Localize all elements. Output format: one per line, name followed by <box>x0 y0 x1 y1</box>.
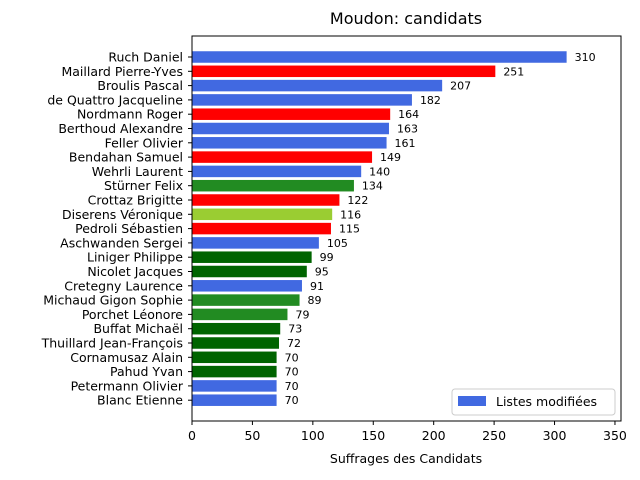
category-label: Crottaz Brigitte <box>88 193 184 208</box>
x-tick-label: 0 <box>188 428 196 443</box>
bar <box>192 394 277 406</box>
bar <box>192 151 373 163</box>
legend-swatch <box>458 396 486 406</box>
category-label: Liniger Philippe <box>87 250 183 265</box>
bar <box>192 237 319 249</box>
x-tick-label: 50 <box>244 428 260 443</box>
x-axis-ticks: 0 50 100 150 200 250 300 350 <box>188 421 627 443</box>
category-label: Thuillard Jean-François <box>41 336 183 351</box>
bar <box>192 208 333 221</box>
x-tick-label: 350 <box>603 428 627 443</box>
value-label: 105 <box>327 237 348 250</box>
legend-box <box>451 388 616 416</box>
legend: Listes modifiées <box>451 388 616 416</box>
value-label: 79 <box>295 308 309 321</box>
category-label: Aschwanden Sergei <box>60 235 183 250</box>
value-label: 89 <box>308 294 322 307</box>
value-label: 95 <box>315 266 329 279</box>
x-axis-label: Suffrages des Candidats <box>330 451 482 466</box>
bar <box>192 179 354 192</box>
category-label: Berthoud Alexandre <box>58 121 183 136</box>
bar <box>192 137 387 149</box>
x-tick-label: 300 <box>543 428 567 443</box>
chart-title: Moudon: candidats <box>330 9 482 28</box>
category-label: Maillard Pierre-Yves <box>61 64 183 79</box>
category-label: Cornamusaz Alain <box>70 350 183 365</box>
value-label: 73 <box>288 323 302 336</box>
value-label: 251 <box>503 65 524 78</box>
bar <box>192 280 302 292</box>
bar <box>192 351 277 364</box>
bar <box>192 251 312 263</box>
value-label: 134 <box>362 180 383 193</box>
category-label: Bendahan Samuel <box>69 150 183 165</box>
category-label: Cretegny Laurence <box>64 278 183 293</box>
bar <box>192 337 280 349</box>
value-label: 70 <box>285 394 299 407</box>
value-label: 116 <box>340 208 361 221</box>
category-label: Nicolet Jacques <box>87 264 183 279</box>
bar <box>192 94 412 106</box>
x-tick-label: 100 <box>301 428 325 443</box>
category-label: Nordmann Roger <box>77 107 184 122</box>
value-label: 70 <box>285 366 299 379</box>
value-label: 182 <box>420 94 441 107</box>
bar <box>192 165 362 178</box>
bar <box>192 265 307 278</box>
value-label: 122 <box>347 194 368 207</box>
value-label: 115 <box>339 223 360 236</box>
bar <box>192 365 277 378</box>
value-label: 164 <box>398 108 419 121</box>
x-tick-label: 250 <box>482 428 506 443</box>
category-label: Ruch Daniel <box>108 50 183 65</box>
value-label: 161 <box>395 137 416 150</box>
plot-frame <box>191 35 622 422</box>
category-label: Pedroli Sébastien <box>75 221 183 236</box>
category-label: Buffat Michaël <box>93 321 183 336</box>
bar <box>192 194 340 206</box>
category-label: Diserens Véronique <box>62 207 183 222</box>
bar <box>192 294 300 306</box>
value-label: 149 <box>380 151 401 164</box>
bars-group <box>192 51 567 406</box>
value-label: 70 <box>285 380 299 393</box>
legend-label: Listes modifiées <box>496 394 597 409</box>
value-label: 91 <box>310 280 324 293</box>
category-label: Blanc Etienne <box>97 393 183 408</box>
x-tick-label: 150 <box>361 428 385 443</box>
x-tick-label: 200 <box>422 428 446 443</box>
category-label: Porchet Léonore <box>82 307 183 322</box>
category-label: Broulis Pascal <box>97 78 183 93</box>
value-label: 140 <box>369 165 390 178</box>
value-label: 72 <box>287 337 301 350</box>
bar <box>192 380 277 392</box>
bar <box>192 65 496 78</box>
value-label: 310 <box>575 51 596 64</box>
category-label: Feller Olivier <box>105 135 184 150</box>
category-label: Stürner Felix <box>104 178 183 193</box>
bar <box>192 108 391 120</box>
bar <box>192 222 331 235</box>
bar <box>192 308 288 321</box>
value-label: 163 <box>397 123 418 136</box>
bar <box>192 322 281 335</box>
bar <box>192 79 443 92</box>
category-label: Petermann Olivier <box>71 378 184 393</box>
bar <box>192 122 389 135</box>
value-label: 207 <box>450 80 471 93</box>
category-label: Michaud Gigon Sophie <box>43 293 183 308</box>
category-label: de Quattro Jacqueline <box>47 92 183 107</box>
category-label: Wehrli Laurent <box>92 164 183 179</box>
bar <box>192 51 567 63</box>
category-label: Pahud Yvan <box>110 364 183 379</box>
value-label: 99 <box>320 251 334 264</box>
value-label: 70 <box>285 351 299 364</box>
